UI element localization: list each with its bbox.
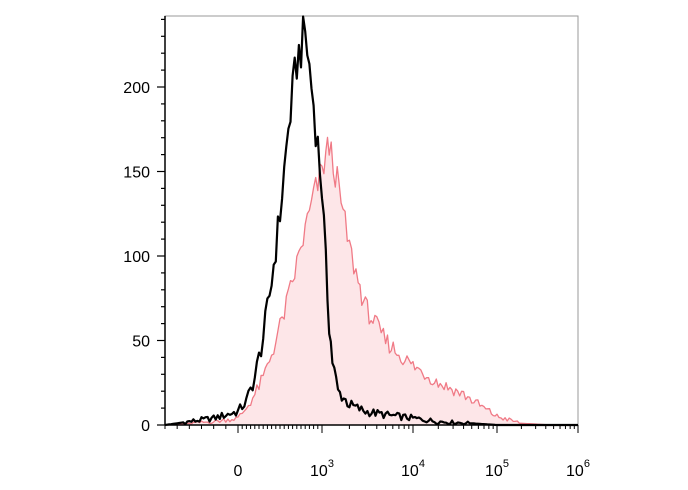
- x-tick-label: 103: [310, 458, 334, 480]
- y-tick-label: 100: [123, 249, 150, 266]
- series-1-fill: [165, 137, 578, 425]
- x-tick-label: 0: [234, 463, 243, 480]
- y-axis: 0 50 100 150 200: [123, 16, 166, 435]
- y-tick-label: 200: [123, 80, 150, 97]
- y-tick-label: 150: [123, 165, 150, 182]
- x-tick-label: 106: [566, 458, 590, 480]
- x-tick-label: 105: [485, 458, 509, 480]
- y-tick-label: 0: [141, 418, 150, 435]
- series-1-line: [164, 136, 578, 426]
- x-axis: 0 103 104 105 106: [164, 424, 590, 480]
- x-tick-label: 104: [401, 458, 425, 480]
- series-layer: [164, 15, 578, 427]
- y-tick-label: 50: [132, 334, 150, 351]
